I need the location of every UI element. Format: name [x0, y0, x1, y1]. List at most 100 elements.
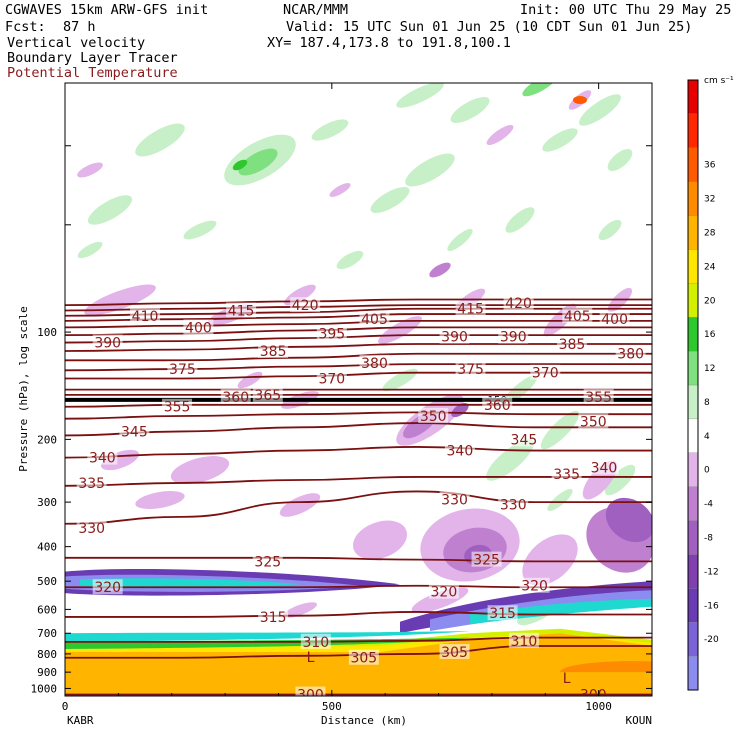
isentrope-310 — [65, 636, 652, 643]
colorbar-label: -16 — [704, 601, 719, 611]
isentrope-label-bg — [418, 408, 449, 424]
isentrope-label: 310 — [511, 634, 538, 650]
colorbar-label: 4 — [704, 432, 710, 442]
vertical-velocity-cell — [232, 159, 248, 171]
isentrope-label-bg — [471, 551, 502, 567]
isentrope-label-bg — [503, 295, 534, 311]
model-title: CGWAVES 15km ARW-GFS init — [5, 2, 209, 18]
isentrope-label: 395 — [318, 327, 345, 343]
colorbar-label: 36 — [704, 161, 716, 171]
colorbar-cell — [687, 418, 699, 453]
vertical-velocity-cell — [604, 464, 636, 496]
colorbar-label: 12 — [704, 364, 715, 374]
isentrope-label: 340 — [591, 461, 618, 477]
isentrope-label-bg — [316, 325, 347, 341]
isentrope-label: 400 — [601, 312, 628, 328]
plot-axes: 100 200 300 400 500 600 700 800 900 1000 0 500 1000 — [31, 82, 653, 713]
isentrope-label-bg — [258, 608, 289, 624]
colorbar-label: 16 — [704, 330, 716, 340]
isentrope-label-bg — [530, 364, 561, 380]
field-potential-temperature: Potential Temperature — [7, 65, 178, 81]
right-endpoint-label: KOUN — [626, 714, 653, 727]
isentrope-label: 325 — [254, 554, 281, 570]
isentrope-label-bg — [226, 302, 257, 318]
isentrope-label-bg — [92, 579, 123, 595]
vertical-velocity-cell — [279, 493, 321, 517]
isentrope-label: 335 — [78, 476, 105, 492]
y-tick-label: 800 — [37, 648, 57, 661]
colorbar-label: 32 — [704, 195, 715, 205]
colorbar-frame — [687, 79, 699, 691]
vertical-velocity-cell — [370, 187, 410, 213]
vertical-velocity-cell — [405, 153, 455, 187]
colorbar-cell — [687, 181, 699, 216]
isentrope-375 — [65, 363, 652, 372]
vertical-velocity-cell — [311, 119, 349, 141]
vertical-velocity-cell — [77, 162, 103, 178]
isentrope-label: 320 — [431, 585, 458, 601]
isentrope-label: 325 — [473, 553, 500, 569]
isentrope-label-bg — [439, 643, 470, 659]
vertical-velocity-cell — [542, 128, 578, 152]
isentrope-label-bg — [87, 449, 118, 465]
isentrope-label: 370 — [532, 366, 559, 382]
vertical-velocity-cell — [429, 262, 451, 278]
colorbar-cell — [687, 655, 699, 691]
x-axis-label: Distance (km) — [321, 714, 407, 727]
isentrope-label: 405 — [361, 312, 388, 328]
org-label: NCAR/MMM — [283, 2, 349, 18]
vertical-velocity-cell — [579, 94, 621, 126]
y-tick-label: 600 — [37, 603, 57, 616]
isentrope-label: 300 — [297, 688, 324, 704]
vertical-velocity-cell — [329, 183, 351, 197]
isentrope-label-bg — [578, 413, 609, 429]
colorbar-label: 8 — [704, 398, 710, 408]
isentrope-label: 385 — [559, 337, 586, 353]
isentrope-label: 335 — [553, 467, 580, 483]
colorbar-cell — [687, 554, 699, 589]
isentrope-label: 390 — [94, 336, 121, 352]
isentrope-label-bg — [359, 354, 390, 370]
isentrope-label-bg — [130, 307, 161, 323]
vertical-velocity-cell — [352, 520, 408, 560]
colorbar-label: -4 — [704, 500, 713, 510]
y-tick-label: 700 — [37, 627, 57, 640]
field-boundary-layer-tracer: Boundary Layer Tracer — [7, 50, 178, 66]
tracer-layer — [80, 578, 300, 588]
isentrope-label: 375 — [169, 362, 196, 378]
low-marker: L — [563, 671, 571, 687]
isentrope-label-bg — [615, 345, 646, 361]
isentrope-320 — [65, 584, 652, 589]
colorbar-cell — [687, 79, 699, 115]
isentrope-label: 305 — [350, 651, 377, 667]
isentrope-label: 400 — [185, 320, 212, 336]
isentrope-label-bg — [487, 605, 518, 621]
vertical-velocity-cell — [238, 148, 278, 176]
isentrope-350 — [65, 411, 652, 420]
colorbar-cell — [687, 317, 699, 352]
init-time: Init: 00 UTC Thu 29 May 25 — [520, 2, 732, 18]
y-tick-label: 300 — [37, 496, 57, 509]
isentrope-label-bg — [119, 423, 150, 439]
isentrope-label: 355 — [164, 400, 191, 416]
vertical-velocity-cell — [135, 491, 185, 509]
isentrope-label-bg — [508, 431, 539, 447]
isentrope-label: 415 — [457, 302, 484, 318]
vertical-velocity-cell — [505, 207, 535, 233]
isentrope-label-bg — [551, 465, 582, 481]
vertical-velocity-cell — [84, 284, 156, 316]
y-axis-label: Pressure (hPa), log scale — [17, 306, 30, 472]
isentrope-label: 345 — [511, 432, 538, 448]
colorbar-cell — [687, 520, 699, 555]
isentrope-label: 360 — [222, 390, 249, 406]
isentrope-355 — [65, 403, 652, 408]
isentrope-385 — [65, 343, 652, 352]
vertical-velocity-cell — [396, 83, 444, 108]
isentrope-label: 365 — [254, 388, 281, 404]
isentrope-label: 340 — [447, 444, 474, 460]
x-tick-label: 0 — [62, 700, 69, 713]
isentrope-395 — [65, 326, 652, 337]
isentrope-330 — [65, 490, 652, 525]
isentrope-label-bg — [220, 388, 251, 404]
isentrope-label-bg — [258, 343, 289, 359]
